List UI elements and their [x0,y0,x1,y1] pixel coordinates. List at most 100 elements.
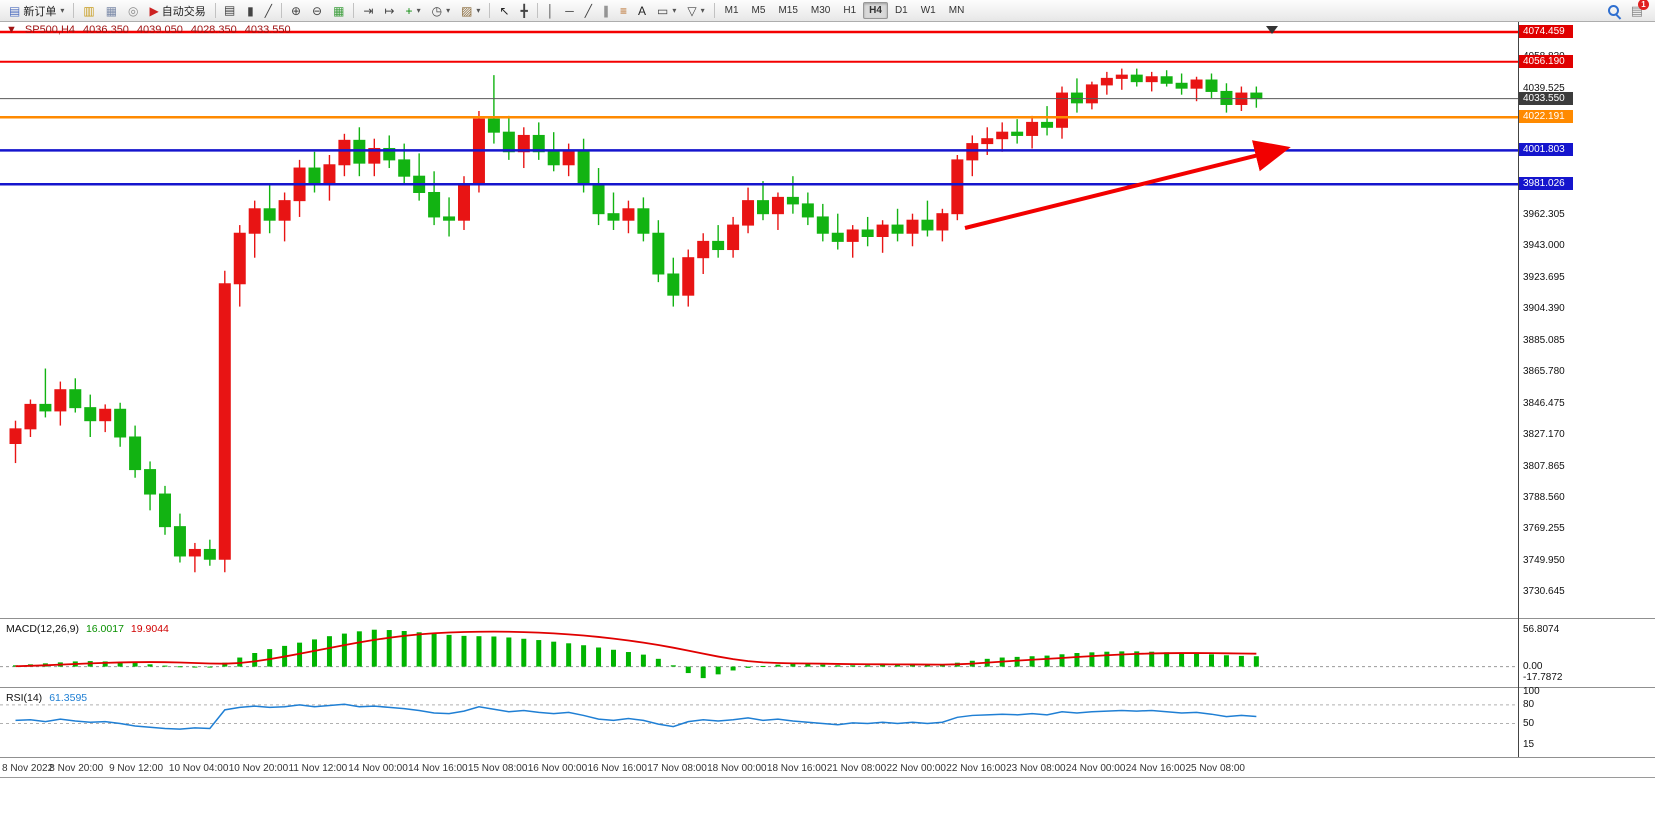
panel-separators [0,22,1655,758]
ohlc-low: 4028.350 [190,24,237,36]
line-chart-button[interactable]: ╱ [260,2,277,20]
price-badge-4001.803: 4001.803 [1519,143,1573,157]
price-axis-label: 3749.950 [1523,554,1565,566]
timeframe-mn-button[interactable]: MN [948,5,965,16]
dropdown-caret-icon: ▾ [476,6,481,15]
cursor-button[interactable]: ↖ [494,2,514,20]
price-axis-label: 3827.170 [1523,429,1565,441]
ohlc-high: 4039.050 [136,24,183,36]
ohlc-close: 4033.550 [244,24,291,36]
shapes-button[interactable]: ▭ ▾ [652,2,681,20]
horizontal-line-button[interactable]: ─ [560,2,579,20]
price-axis: 4058.8304039.5254020.2204000.9153981.610… [1518,22,1655,777]
timeframe-m15-button[interactable]: M15 [778,5,798,16]
vertical-line-button[interactable]: │ [542,2,560,20]
indicators-icon: + [405,3,413,18]
market-watch-button[interactable]: ▥ [78,2,99,20]
vertical-line-icon: │ [546,3,555,18]
time-axis-label: 24 Nov 00:00 [1065,763,1126,774]
main-toolbar: ▤ 新订单 ▾ ▥ ▦ ◎ ▶ 自动交易 ▥ ▮ ╱ ⊕ ⊖ ▦ ⇥ ↦ + ▾ ◷ ▾ ▨ ▾ ↖ ╋ │ ─ ╱ ∥ ≡ A ▭ ▾ ▽ ▾ M… [0,0,1655,22]
navigator-icon: ◎ [128,3,139,18]
price-axis-label: 3923.695 [1523,271,1565,283]
time-axis-label: 23 Nov 08:00 [1006,763,1066,774]
macd-signal-value: 19.9044 [130,623,169,635]
macd-signal-line [15,630,1257,668]
dropdown-caret-icon: ▾ [672,6,677,15]
time-axis-label: 8 Nov 20:00 [49,763,104,774]
zoom-out-button[interactable]: ⊖ [307,2,327,20]
timeframe-w1-button[interactable]: W1 [920,5,936,16]
candlestick-chart-icon: ▮ [247,3,254,18]
templates-button[interactable]: ▨ ▾ [456,2,485,20]
crosshair-button[interactable]: ╋ [516,2,533,20]
fibonacci-button[interactable]: ≡ [615,2,632,20]
price-axis-label: 3865.780 [1523,366,1565,378]
tile-windows-button[interactable]: ▦ [328,2,349,20]
rsi-axis-label: 15 [1523,739,1535,751]
chart-shift-marker [1266,26,1278,34]
rsi-axis-label: 80 [1523,698,1535,710]
notifications-icon[interactable]: ▤ 1 [1631,0,1649,19]
search-icon[interactable] [1607,4,1621,18]
autotrading-button[interactable]: ▶ 自动交易 [145,2,211,20]
symbol-dropdown-icon: ▼ [6,24,17,36]
horizontal-line-icon: ─ [565,3,574,18]
timeframe-h4-button[interactable]: H4 [863,2,888,19]
price-badge-4074.459: 4074.459 [1519,25,1573,38]
rsi-line [15,703,1257,730]
arrows-button[interactable]: ▽ ▾ [682,2,709,20]
price-axis-label: 4039.525 [1523,82,1565,94]
dropdown-caret-icon: ▾ [416,6,421,15]
bottom-strip [0,777,1655,823]
toolbar-right-icons: ▤ 1 [1607,0,1651,19]
price-axis-label: 3885.085 [1523,334,1565,346]
new-order-button[interactable]: ▤ 新订单 ▾ [4,2,69,20]
time-axis-label: 18 Nov 16:00 [766,763,827,774]
time-axis-label: 21 Nov 08:00 [826,763,887,774]
symbol-ohlc-label: ▼ SP500,H4 4036.350 4039.050 4028.350 40… [6,24,291,36]
channel-button[interactable]: ∥ [598,2,614,20]
dropdown-caret-icon: ▾ [446,6,451,15]
dropdown-caret-icon: ▾ [60,6,65,15]
channel-icon: ∥ [602,3,609,18]
zoom-in-icon: ⊕ [290,3,302,18]
rsi-indicator-label: RSI(14) 61.3595 [6,692,87,704]
indicators-button[interactable]: + ▾ [401,2,426,20]
dropdown-caret-icon: ▾ [700,6,705,15]
rsi-panel [0,703,1518,730]
periods-button[interactable]: ◷ ▾ [427,2,456,20]
time-axis-label: 15 Nov 08:00 [467,763,528,774]
timeframe-m30-button[interactable]: M30 [810,5,831,16]
timeframe-m5-button[interactable]: M5 [751,5,766,16]
autotrading-label: 自动交易 [161,5,206,18]
data-window-button[interactable]: ▦ [101,2,122,20]
chart-window: ▼ SP500,H4 4036.350 4039.050 4028.350 40… [0,22,1655,777]
price-axis-label: 3846.475 [1523,397,1565,409]
price-badge-4022.191: 4022.191 [1519,110,1573,124]
text-button[interactable]: A [633,2,651,20]
bar-chart-button[interactable]: ▥ [220,2,241,20]
rsi-axis-label: 50 [1523,717,1535,729]
auto-scroll-button[interactable]: ⇥ [358,2,378,20]
trendline-button[interactable]: ╱ [580,2,597,20]
line-chart-icon: ╱ [264,3,272,18]
time-axis-label: 10 Nov 04:00 [168,763,229,774]
timeframe-d1-button[interactable]: D1 [894,5,908,16]
candlestick-chart-button[interactable]: ▮ [242,2,259,20]
tile-windows-icon: ▦ [333,3,345,18]
toolbar-separator [536,3,538,18]
toolbar-separator [214,3,216,18]
toolbar-separator [280,3,282,18]
chart-canvas[interactable] [0,22,1655,777]
price-badge-4033.550: 4033.550 [1519,91,1573,105]
zoom-in-button[interactable]: ⊕ [286,2,306,20]
data-window-icon: ▦ [105,3,118,18]
time-axis-label: 14 Nov 16:00 [408,763,468,774]
trend-arrow[interactable] [964,140,1291,230]
timeframe-m1-button[interactable]: M1 [724,5,739,16]
timeframe-h1-button[interactable]: H1 [843,5,857,16]
rsi-name: RSI(14) [6,692,43,704]
chart-shift-button[interactable]: ↦ [379,2,399,20]
navigator-button[interactable]: ◎ [123,2,143,20]
arrows-icon: ▽ [687,3,697,18]
